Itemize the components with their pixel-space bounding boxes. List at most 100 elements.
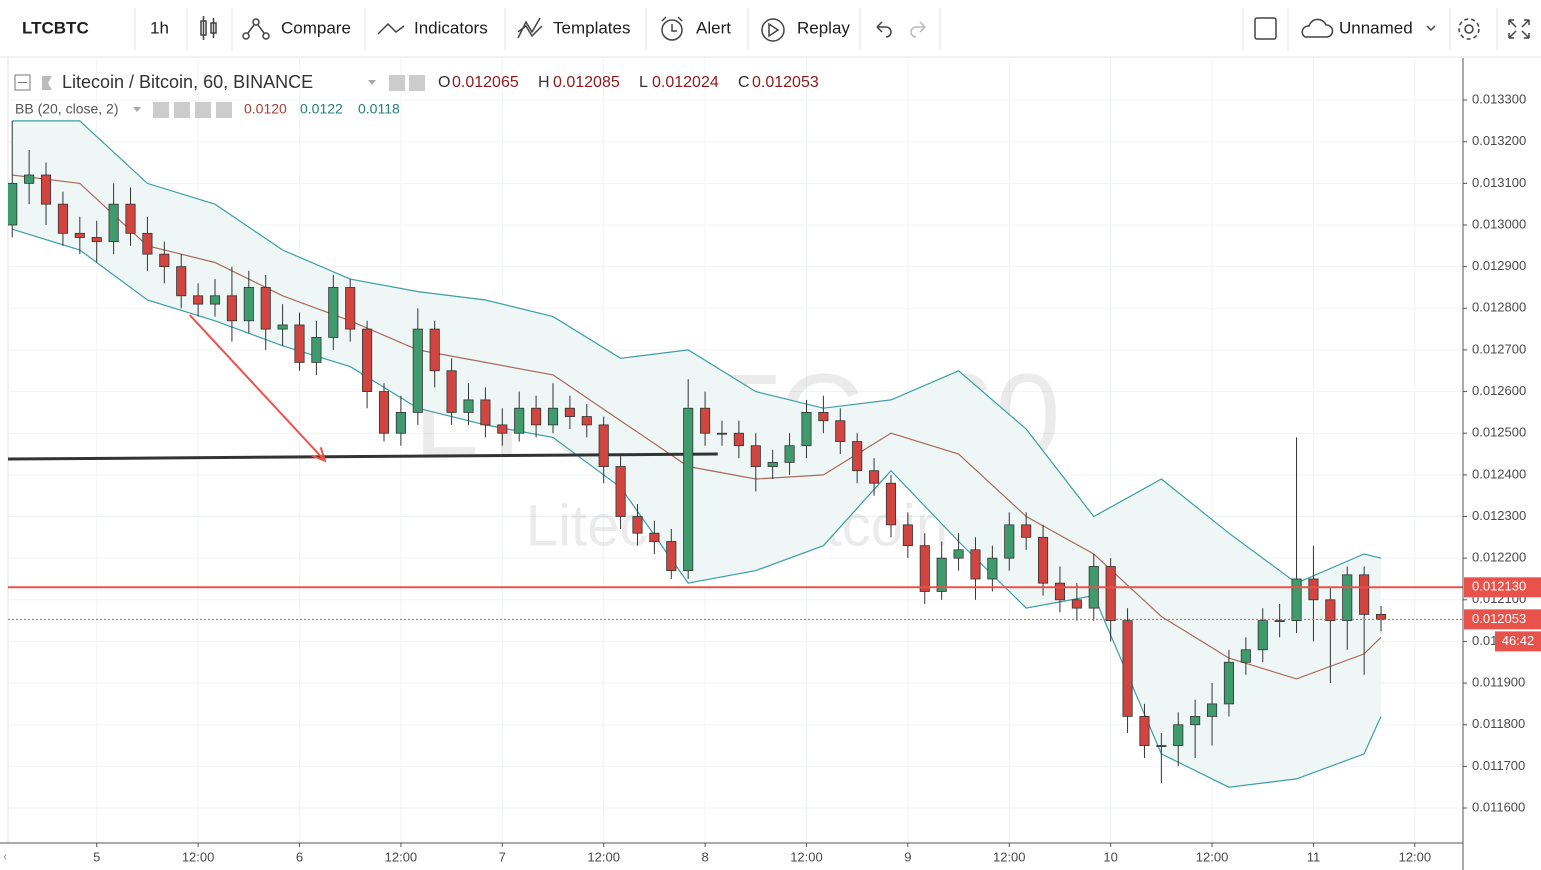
undo-button[interactable]	[876, 21, 892, 38]
candle-body	[1274, 620, 1285, 623]
band-upper	[12, 120, 1382, 584]
candle-body	[1105, 566, 1116, 622]
candle-body	[294, 324, 305, 363]
alert-icon[interactable]	[661, 16, 683, 41]
indicator-controls[interactable]	[153, 102, 232, 118]
candle-body	[125, 203, 136, 234]
candle-body	[1207, 703, 1218, 717]
indicators-button[interactable]: Indicators	[414, 18, 488, 37]
x-tick-label: 5	[93, 849, 100, 864]
series-controls[interactable]	[389, 75, 425, 91]
indicator-name: BB (20, close, 2)	[15, 101, 119, 117]
y-tick-label: 0.012300	[1472, 508, 1526, 523]
compare-icon[interactable]	[242, 18, 270, 40]
compare-button[interactable]: Compare	[281, 18, 351, 37]
indicators-icon[interactable]	[377, 22, 405, 35]
candle-body	[547, 407, 559, 426]
interval[interactable]: 1h	[150, 18, 169, 37]
ohlc-key: L	[639, 74, 648, 91]
ohlc-value: 0.012085	[553, 74, 620, 91]
candle-body	[463, 399, 474, 413]
candle-body	[8, 182, 18, 226]
candle-body	[209, 295, 221, 305]
candle-body	[108, 203, 119, 243]
title-dropdown[interactable]	[368, 80, 376, 85]
x-tick-label: 8	[701, 849, 708, 864]
x-tick-label: 10	[1103, 849, 1117, 864]
y-tick-label: 0.011700	[1472, 758, 1525, 773]
templates-icon[interactable]	[517, 17, 543, 39]
symbol[interactable]: LTCBTC	[22, 18, 89, 37]
candle-body	[412, 328, 423, 413]
y-tick-label: 0.013200	[1472, 133, 1526, 148]
candle-body	[683, 407, 694, 572]
fullscreen-button[interactable]	[1508, 19, 1530, 39]
layout-name[interactable]: Unnamed	[1339, 18, 1413, 37]
candle-body	[1257, 620, 1268, 651]
candle-body	[1223, 661, 1234, 705]
checkbox-button[interactable]	[1254, 17, 1277, 40]
candle-body	[936, 557, 947, 592]
y-tick-label: 0.012600	[1472, 383, 1526, 398]
y-tick-label: 0.012400	[1472, 466, 1526, 481]
candle-body	[277, 324, 288, 330]
candle-body	[1122, 620, 1133, 717]
candle-body	[902, 524, 913, 547]
candle-body	[514, 407, 525, 434]
redo-button[interactable]	[910, 21, 926, 38]
y-tick-label: 0.011900	[1472, 675, 1525, 690]
flag-icon[interactable]	[42, 76, 52, 90]
candle-body	[852, 441, 863, 472]
candle-body	[581, 416, 592, 426]
scroll-left[interactable]: ‹	[3, 848, 7, 863]
ohlc-value: 0.012053	[752, 74, 819, 91]
candle-body	[666, 541, 677, 572]
legend: Litecoin / Bitcoin, 60, BINANCE O 0.0120…	[14, 72, 819, 118]
y-tick-label: 0.011600	[1472, 799, 1525, 814]
candle-body	[564, 407, 575, 417]
indicator-value: 0.0122	[300, 101, 343, 117]
candle-body	[835, 420, 846, 442]
y-tick-label: 0.013100	[1472, 175, 1526, 190]
candle-body	[1054, 582, 1066, 601]
chart-style-button[interactable]	[200, 16, 217, 40]
candle-body	[362, 328, 373, 392]
candle-body	[260, 287, 271, 330]
candle-body	[1325, 599, 1336, 622]
arrow	[188, 314, 327, 463]
candle-body	[649, 532, 660, 542]
candle-body	[1190, 716, 1201, 726]
symbol-title: Litecoin / Bitcoin, 60, BINANCE	[62, 72, 313, 92]
replay-icon[interactable]	[761, 18, 785, 42]
collapse-button[interactable]	[14, 74, 31, 91]
replay-button[interactable]: Replay	[797, 18, 850, 37]
candle-body	[446, 370, 457, 413]
y-tick-label: 0.012200	[1472, 550, 1526, 565]
y-tick-label: 0.013300	[1472, 91, 1526, 106]
indicator-dropdown[interactable]	[133, 107, 141, 112]
x-tick-label: 6	[296, 849, 303, 864]
x-tick-label: 12:00	[993, 849, 1026, 864]
x-tick-label: 12:00	[587, 849, 620, 864]
alert-button[interactable]: Alert	[696, 18, 731, 37]
ohlc-value: 0.012065	[452, 74, 519, 91]
x-tick-label: 12:00	[1196, 849, 1229, 864]
candle-body	[818, 411, 829, 422]
countdown-tag	[1495, 631, 1541, 652]
layout-dropdown[interactable]	[1426, 25, 1436, 32]
candle-body	[1342, 574, 1353, 622]
x-tick-label: 12:00	[790, 849, 823, 864]
settings-button[interactable]	[1458, 18, 1480, 40]
candle-body	[1291, 578, 1302, 622]
templates-button[interactable]: Templates	[553, 18, 630, 37]
candle-body	[74, 232, 85, 238]
candle-body	[885, 482, 897, 526]
candle-body	[987, 557, 998, 580]
candle-body	[142, 232, 153, 255]
candle-body	[1156, 745, 1167, 747]
candle-body	[1004, 524, 1015, 559]
candle-body	[700, 407, 711, 434]
candle-body	[1359, 574, 1370, 615]
toolbar: LTCBTC 1h Compare Indicators Templates A…	[0, 0, 1541, 58]
